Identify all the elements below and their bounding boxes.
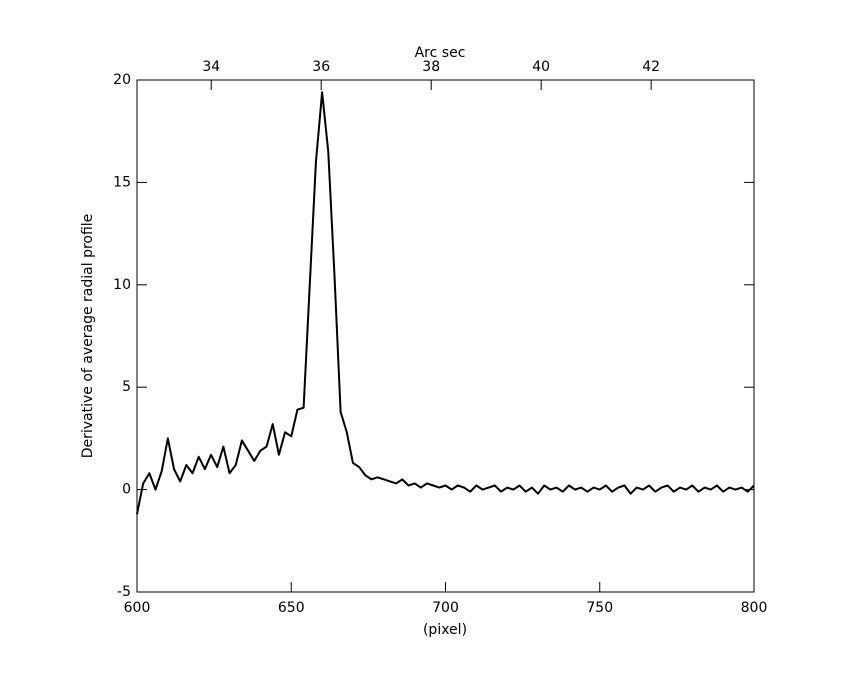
y-tick-label: 15	[113, 174, 131, 190]
plot-frame	[136, 79, 755, 593]
x-tick-label: 650	[278, 600, 305, 616]
x-tick-label: 700	[432, 600, 459, 616]
data-line	[136, 91, 755, 515]
x-tick-label: 750	[586, 600, 613, 616]
x2-axis-label: Arc sec	[415, 45, 466, 61]
x-tick-label: 800	[741, 600, 768, 616]
x2-tick-label: 34	[202, 59, 220, 75]
x2-tick-label: 36	[312, 59, 330, 75]
x-axis-label: (pixel)	[423, 622, 467, 638]
y-tick-label: 20	[113, 72, 131, 88]
x2-tick-label: 40	[532, 59, 550, 75]
x-tick-label: 600	[124, 600, 151, 616]
y-tick-label: -5	[117, 584, 131, 600]
y-tick-label: 5	[122, 379, 131, 395]
y-tick-label: 10	[113, 277, 131, 293]
x2-tick-label: 42	[642, 59, 660, 75]
x2-tick-label: 38	[422, 59, 440, 75]
y-axis-label: Derivative of average radial profile	[80, 214, 96, 459]
y-tick-label: 0	[122, 482, 131, 498]
